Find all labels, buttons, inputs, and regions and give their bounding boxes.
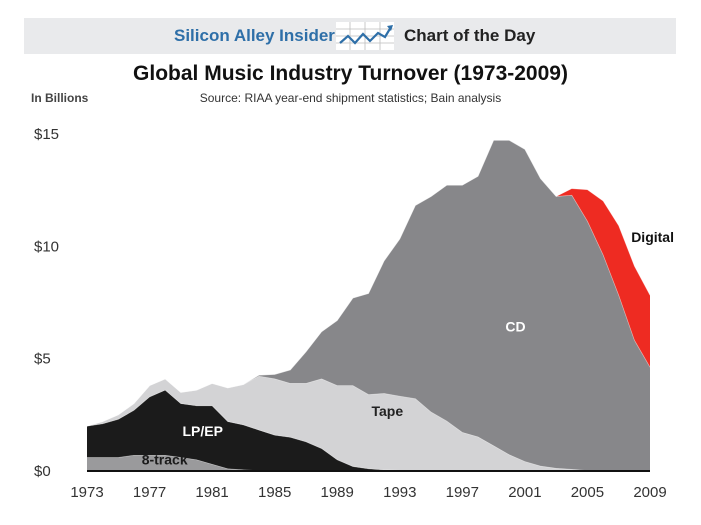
- series-label-8-track: 8-track: [142, 451, 188, 467]
- brand-name[interactable]: Silicon Alley Insider: [174, 26, 335, 45]
- series-label-cd: CD: [505, 319, 525, 335]
- x-tick-label: 1977: [133, 484, 166, 501]
- rising-line-chart-icon: [336, 22, 394, 50]
- area-lp-ep: [87, 390, 650, 471]
- series-label-lp-ep: LP/EP: [182, 423, 222, 439]
- x-tick-label: 2009: [633, 484, 666, 501]
- chart-subtitle: Source: RIAA year-end shipment statistic…: [199, 91, 502, 105]
- unit-label: In Billions: [31, 91, 89, 105]
- y-tick-label: $10: [34, 238, 59, 255]
- y-tick-label: $5: [34, 351, 51, 368]
- x-tick-label: 1985: [258, 484, 291, 501]
- banner: Silicon Alley Insider Chart of the Day: [24, 18, 676, 54]
- boundary-digital: [86, 139, 651, 427]
- x-tick-label: 1989: [321, 484, 354, 501]
- x-tick-label: 2001: [508, 484, 541, 501]
- x-tick-label: 2005: [571, 484, 604, 501]
- x-tick-label: 1973: [70, 484, 103, 501]
- boundary-cd: [86, 139, 651, 427]
- y-tick-label: $0: [34, 463, 51, 480]
- area-8-track: [87, 455, 650, 471]
- x-tick-label: 1981: [195, 484, 228, 501]
- y-tick-label: $15: [34, 126, 59, 143]
- series-label-digital: Digital: [631, 229, 674, 245]
- x-tick-label: 1993: [383, 484, 416, 501]
- chart-of-the-day-label: Chart of the Day: [404, 26, 536, 45]
- series-label-tape: Tape: [371, 403, 403, 419]
- x-tick-label: 1997: [446, 484, 479, 501]
- area-tape: [87, 376, 650, 471]
- chart-title: Global Music Industry Turnover (1973-200…: [133, 62, 568, 85]
- boundary-tape: [86, 375, 650, 471]
- area-cd: [87, 140, 650, 471]
